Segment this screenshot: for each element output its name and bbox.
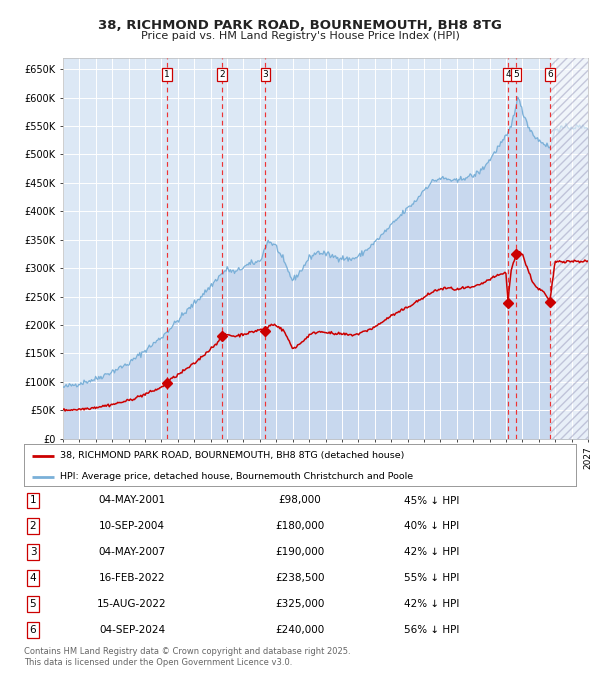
Text: 1: 1 [164,70,170,80]
Text: 16-FEB-2022: 16-FEB-2022 [98,573,166,583]
Text: 4: 4 [505,70,511,80]
Text: 6: 6 [29,625,37,634]
Text: 4: 4 [29,573,37,583]
Text: 55% ↓ HPI: 55% ↓ HPI [404,573,460,583]
Text: Price paid vs. HM Land Registry's House Price Index (HPI): Price paid vs. HM Land Registry's House … [140,31,460,41]
Text: 56% ↓ HPI: 56% ↓ HPI [404,625,460,634]
Text: HPI: Average price, detached house, Bournemouth Christchurch and Poole: HPI: Average price, detached house, Bour… [60,473,413,481]
Text: £190,000: £190,000 [275,547,325,557]
Bar [550,58,588,439]
Text: 40% ↓ HPI: 40% ↓ HPI [404,522,460,531]
Text: 1: 1 [29,496,37,505]
Text: £180,000: £180,000 [275,522,325,531]
Bar [550,58,588,439]
Text: 04-SEP-2024: 04-SEP-2024 [99,625,165,634]
Text: 3: 3 [263,70,268,80]
Text: 04-MAY-2007: 04-MAY-2007 [98,547,166,557]
Text: £238,500: £238,500 [275,573,325,583]
Text: £98,000: £98,000 [278,496,322,505]
Text: 42% ↓ HPI: 42% ↓ HPI [404,547,460,557]
Text: £240,000: £240,000 [275,625,325,634]
Text: 38, RICHMOND PARK ROAD, BOURNEMOUTH, BH8 8TG: 38, RICHMOND PARK ROAD, BOURNEMOUTH, BH8… [98,19,502,32]
Text: Contains HM Land Registry data © Crown copyright and database right 2025.
This d: Contains HM Land Registry data © Crown c… [24,647,350,667]
Text: 2: 2 [29,522,37,531]
Text: 45% ↓ HPI: 45% ↓ HPI [404,496,460,505]
Text: 38, RICHMOND PARK ROAD, BOURNEMOUTH, BH8 8TG (detached house): 38, RICHMOND PARK ROAD, BOURNEMOUTH, BH8… [60,452,404,460]
Text: 15-AUG-2022: 15-AUG-2022 [97,599,167,609]
Text: 04-MAY-2001: 04-MAY-2001 [98,496,166,505]
Text: 2: 2 [220,70,225,80]
Text: 6: 6 [547,70,553,80]
Text: £325,000: £325,000 [275,599,325,609]
Text: 5: 5 [513,70,519,80]
Text: 5: 5 [29,599,37,609]
Text: 42% ↓ HPI: 42% ↓ HPI [404,599,460,609]
Text: 3: 3 [29,547,37,557]
Text: 10-SEP-2004: 10-SEP-2004 [99,522,165,531]
